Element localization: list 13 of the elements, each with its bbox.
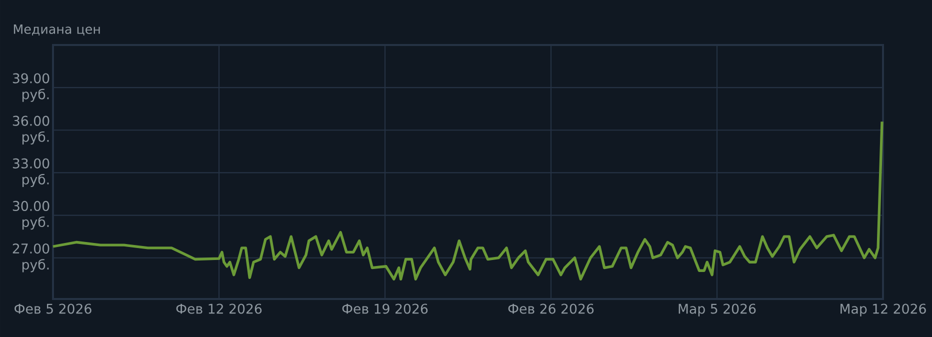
y-tick-label: 36.00 руб. bbox=[12, 116, 50, 144]
x-tick-label: Фев 19 2026 bbox=[342, 304, 428, 314]
y-tick-label: 39.00 руб. bbox=[12, 73, 50, 102]
line-series bbox=[52, 120, 884, 280]
y-tick-label: 33.00 руб. bbox=[12, 158, 50, 188]
y-tick-label: 30.00 руб. bbox=[12, 200, 50, 230]
x-tick-label: Мар 12 2026 bbox=[840, 304, 926, 316]
y-tick-label: 27.00 руб. bbox=[12, 244, 50, 272]
x-tick-label: Фев 5 2026 bbox=[14, 304, 92, 314]
chart-title: Медиана цен bbox=[14, 24, 100, 36]
x-tick-label: Фев 26 2026 bbox=[508, 304, 594, 314]
x-tick-label: Фев 12 2026 bbox=[176, 304, 262, 314]
x-tick-label: Мар 5 2026 bbox=[678, 304, 756, 316]
